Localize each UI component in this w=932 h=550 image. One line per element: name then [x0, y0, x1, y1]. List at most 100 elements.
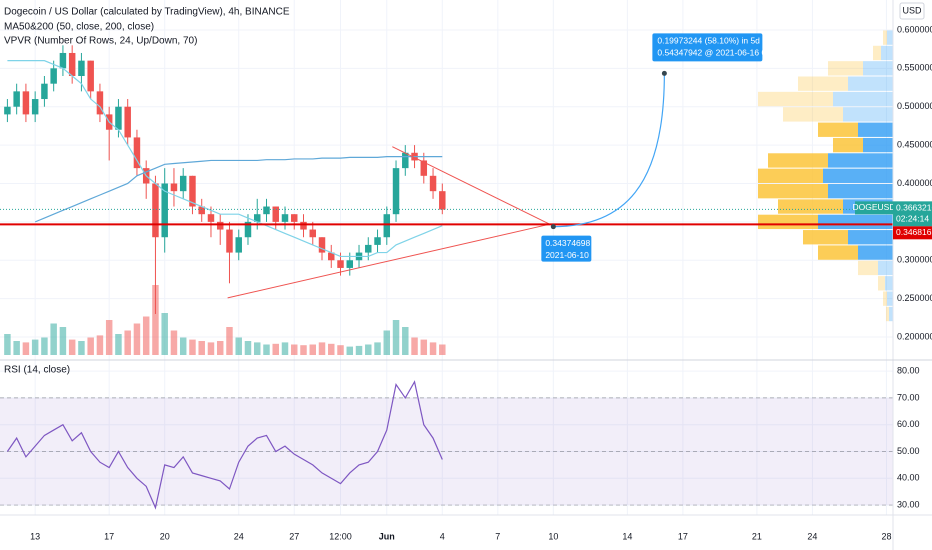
- vpvr-up: [828, 183, 893, 199]
- candle-body: [78, 60, 85, 77]
- volume-bar: [216, 341, 224, 355]
- candle-body: [124, 106, 131, 138]
- hline-badge: [893, 226, 932, 240]
- volume-bar: [68, 339, 76, 355]
- volume-bar: [133, 323, 141, 355]
- projection-curve: [553, 73, 665, 228]
- volume-bar: [198, 341, 205, 355]
- y-tick-label: 0.50000000: [897, 101, 932, 111]
- vpvr-up: [878, 260, 893, 276]
- vpvr-up: [889, 306, 893, 322]
- volume-bar: [105, 320, 113, 355]
- candle-body: [429, 175, 437, 192]
- vpvr-down: [883, 291, 887, 306]
- volume-bar: [142, 316, 150, 355]
- volume-bar: [429, 342, 437, 355]
- rsi-tick-label: 70.00: [897, 392, 920, 402]
- candle-body: [179, 175, 187, 192]
- candle-body: [152, 183, 159, 238]
- vpvr-down: [818, 245, 858, 260]
- y-tick-label: 0.20000000: [897, 331, 932, 341]
- y-tick-label: 0.60000000: [897, 24, 932, 34]
- vpvr-down: [798, 76, 848, 91]
- projection-label: 0.19973244 (58.10%) in 5d 16h: [657, 36, 776, 46]
- vpvr-up: [885, 276, 893, 291]
- rsi-tick-label: 40.00: [897, 473, 920, 483]
- vpvr-down: [833, 137, 863, 153]
- volume-bar: [300, 345, 307, 355]
- note-price: 0.34374698: [545, 238, 590, 248]
- ma200-line: [34, 156, 443, 223]
- candle-body: [235, 237, 242, 253]
- vpvr-down: [778, 199, 843, 214]
- volume-bar: [170, 330, 178, 355]
- vpvr-down: [758, 91, 833, 107]
- x-tick-label: 13: [30, 531, 40, 541]
- price-badge: [893, 201, 932, 227]
- volume-bar: [235, 337, 242, 355]
- rsi-tick-label: 80.00: [897, 365, 920, 375]
- x-tick-label: 12:00: [329, 531, 352, 541]
- volume-bar: [115, 334, 122, 355]
- candle-body: [68, 52, 76, 77]
- volume-bar: [420, 339, 428, 355]
- volume-bar: [13, 341, 20, 355]
- volume-bar: [365, 344, 372, 355]
- volume-bar: [31, 339, 39, 355]
- vpvr-up: [818, 214, 893, 230]
- rsi-line: [6, 380, 443, 510]
- candle-body: [31, 99, 39, 115]
- vpvr-up: [863, 61, 893, 76]
- candle-body: [337, 260, 344, 268]
- volume-bar: [207, 342, 215, 355]
- ma50-line: [7, 60, 443, 258]
- projection-sublabel: 0.54347942 @ 2021-06-16 00:00: [657, 48, 783, 58]
- candle-body: [216, 221, 224, 230]
- candle-body: [133, 137, 141, 169]
- rsi-tick-label: 30.00: [897, 499, 920, 509]
- candle-body: [300, 221, 307, 230]
- vpvr-down: [886, 306, 889, 322]
- volume-bar: [226, 327, 233, 355]
- y-tick-label: 0.55000000: [897, 63, 932, 73]
- volume-bar: [402, 327, 409, 355]
- candle-body: [392, 168, 400, 215]
- vpvr-up: [881, 45, 893, 61]
- trendline: [227, 223, 550, 299]
- currency-box[interactable]: [899, 2, 925, 20]
- volume-bar: [78, 341, 85, 355]
- trendline: [392, 146, 550, 225]
- vpvr-up: [848, 76, 893, 91]
- y-tick-label: 0.25000000: [897, 293, 932, 303]
- vpvr-down: [768, 153, 828, 168]
- volume-bar: [41, 337, 48, 355]
- volume-bar: [346, 346, 354, 355]
- candle-body: [96, 91, 104, 115]
- vpvr-down: [783, 107, 843, 122]
- volume-bar: [244, 341, 252, 355]
- x-tick-label: 14: [622, 531, 632, 541]
- hline-price: 0.34681654: [896, 227, 932, 237]
- projection-box: [652, 33, 763, 62]
- candle-body: [281, 214, 289, 222]
- candle-body: [244, 221, 252, 238]
- volume-bar: [374, 342, 381, 355]
- vpvr-up: [887, 30, 893, 45]
- x-tick-label: 4: [440, 531, 445, 541]
- candle-body: [328, 252, 335, 261]
- candle-body: [59, 52, 67, 69]
- x-tick-label: 20: [160, 531, 170, 541]
- vpvr-down: [803, 230, 848, 245]
- indicator-label: MA50&200 (50, close, 200, close): [4, 22, 154, 33]
- symbol-badge: [855, 201, 893, 215]
- candle-body: [374, 237, 381, 245]
- vpvr-down: [878, 276, 885, 291]
- volume-bar: [50, 323, 57, 355]
- y-tick-label: 0.40000000: [897, 178, 932, 188]
- candle-body: [4, 106, 11, 115]
- candle-body: [346, 260, 354, 268]
- volume-bar: [124, 330, 131, 355]
- vpvr-down: [873, 45, 881, 61]
